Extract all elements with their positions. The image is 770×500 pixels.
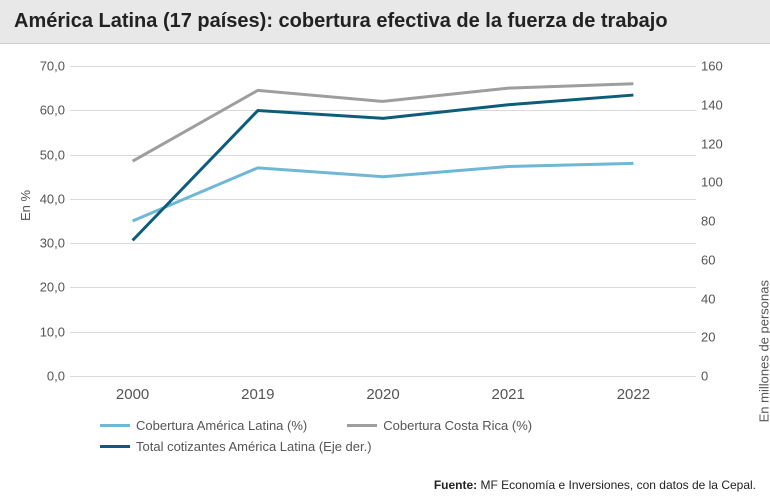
left-tick: 30,0 [25,236,65,251]
right-tick: 160 [701,59,736,74]
source-text: MF Economía e Inversiones, con datos de … [477,478,756,492]
x-tick: 2020 [353,386,413,403]
legend-item-0: Cobertura América Latina (%) [100,418,307,433]
series-line-1 [133,84,634,162]
right-tick: 60 [701,252,736,267]
left-tick: 70,0 [25,59,65,74]
left-tick: 50,0 [25,147,65,162]
x-tick: 2021 [478,386,538,403]
right-tick: 120 [701,136,736,151]
grid-line [70,376,696,377]
source-label: Fuente: [434,478,477,492]
chart-plot-area: 0,010,020,030,040,050,060,070,0020406080… [70,66,696,376]
legend-label-0: Cobertura América Latina (%) [136,418,307,433]
chart-lines [70,66,696,376]
x-tick: 2019 [228,386,288,403]
left-tick: 60,0 [25,103,65,118]
left-tick: 40,0 [25,191,65,206]
chart-source: Fuente: MF Economía e Inversiones, con d… [434,478,756,492]
x-tick: 2022 [603,386,663,403]
right-tick: 140 [701,97,736,112]
legend-item-2: Total cotizantes América Latina (Eje der… [100,439,372,454]
x-tick: 2000 [103,386,163,403]
right-axis-label: En millones de personas [756,280,770,422]
left-tick: 0,0 [25,369,65,384]
right-tick: 20 [701,330,736,345]
right-tick: 100 [701,175,736,190]
left-tick: 10,0 [25,324,65,339]
chart-title: América Latina (17 países): cobertura ef… [14,10,756,33]
legend-item-1: Cobertura Costa Rica (%) [347,418,532,433]
legend-swatch-2 [100,445,130,448]
series-line-0 [133,163,634,221]
chart-title-bar: América Latina (17 países): cobertura ef… [0,0,770,44]
legend-label-2: Total cotizantes América Latina (Eje der… [136,439,372,454]
left-tick: 20,0 [25,280,65,295]
right-tick: 0 [701,369,736,384]
chart-legend: Cobertura América Latina (%) Cobertura C… [100,418,680,460]
legend-swatch-0 [100,424,130,427]
right-tick: 80 [701,214,736,229]
legend-swatch-1 [347,424,377,427]
right-tick: 40 [701,291,736,306]
legend-label-1: Cobertura Costa Rica (%) [383,418,532,433]
series-line-2 [133,95,634,240]
